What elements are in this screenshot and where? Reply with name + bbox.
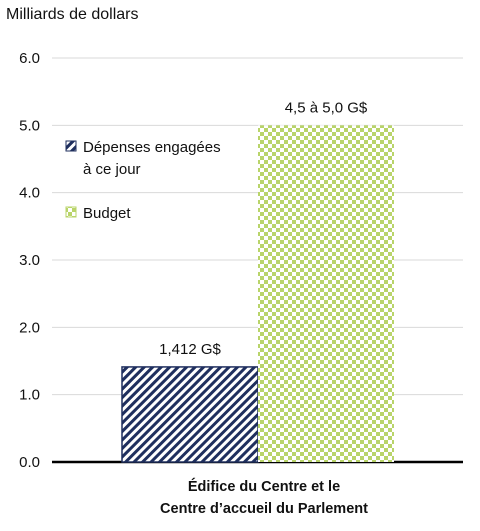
y-tick-label: 6.0 <box>19 50 40 67</box>
legend-label: Budget <box>83 205 131 222</box>
legend-label: à ce jour <box>83 161 141 178</box>
y-tick-label: 3.0 <box>19 252 40 269</box>
y-tick-label: 4.0 <box>19 185 40 202</box>
data-label: 4,5 à 5,0 G$ <box>285 99 368 116</box>
legend-swatch <box>65 206 77 218</box>
legend-label: Dépenses engagées <box>83 139 221 156</box>
data-label: 1,412 G$ <box>159 341 221 358</box>
y-tick-label: 2.0 <box>19 319 40 336</box>
legend-swatch <box>65 140 77 152</box>
x-category-label: Centre d’accueil du Parlement <box>160 501 368 517</box>
y-tick-label: 1.0 <box>19 387 40 404</box>
bar-budget <box>258 125 394 462</box>
bar-depenses <box>121 366 259 463</box>
y-axis-title: Milliards de dollars <box>6 6 139 23</box>
y-tick-label: 5.0 <box>19 117 40 134</box>
y-tick-label: 0.0 <box>19 454 40 471</box>
x-category-label: Édifice du Centre et le <box>188 478 340 495</box>
